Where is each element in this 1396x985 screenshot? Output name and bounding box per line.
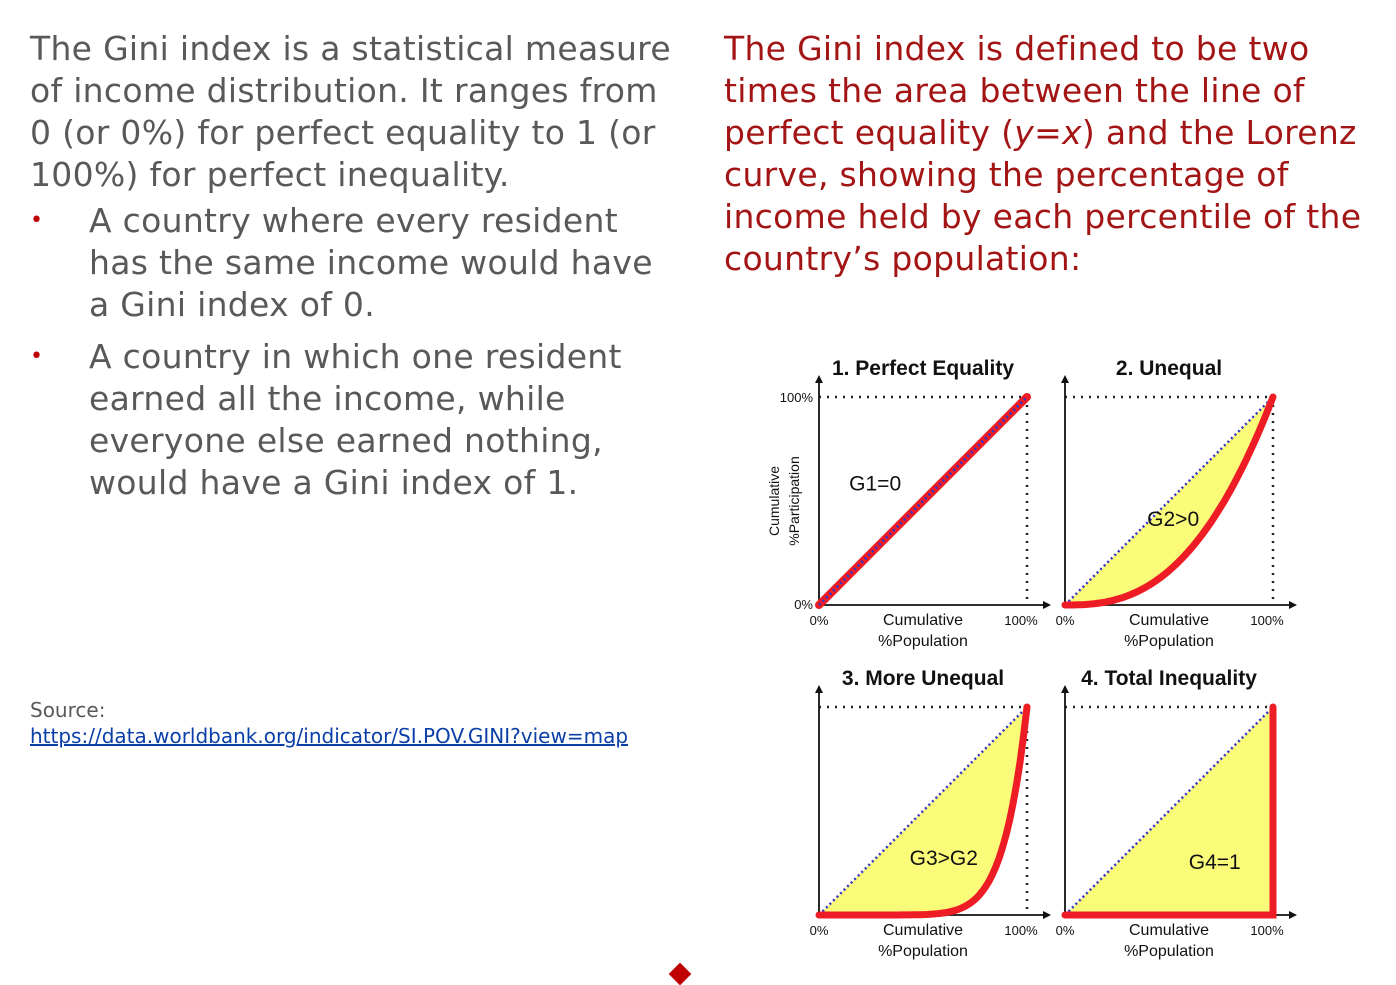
equality-line: [1064, 706, 1274, 916]
equality-line: [1064, 396, 1274, 606]
source-link[interactable]: https://data.worldbank.org/indicator/SI.…: [30, 724, 629, 748]
definition-text-end: ) and the Lorenz curve, showing the perc…: [724, 113, 1362, 278]
x-axis-label: Cumulative: [883, 612, 963, 629]
x-tick-hundred: 100%: [1004, 923, 1038, 938]
lorenz-curve: [1061, 703, 1277, 919]
x-axis-label: %Population: [1124, 943, 1214, 960]
y-axis-arrow-icon: [1061, 375, 1069, 383]
variable-x: x: [1062, 113, 1082, 152]
equals-sign: =: [1034, 113, 1063, 152]
x-tick-zero: 0%: [1056, 613, 1075, 628]
gini-value-label: G2>0: [1147, 508, 1199, 531]
y-axis-arrow-icon: [1061, 685, 1069, 693]
y-axis-label: Cumulative: [766, 466, 782, 536]
x-tick-hundred: 100%: [1250, 613, 1284, 628]
y-axis-arrow-icon: [815, 375, 823, 383]
panel-title: 4. Total Inequality: [1081, 667, 1257, 690]
x-axis-label: Cumulative: [1129, 922, 1209, 939]
x-axis-label: Cumulative: [1129, 612, 1209, 629]
source-label: Source:: [30, 698, 106, 722]
lorenz-curve-panels: 1. Perfect Equality G1=0 0% 100% Cumulative%…: [766, 357, 1297, 960]
bullet-list: • A country where every resident has the…: [30, 200, 680, 504]
equality-line: [817, 395, 1029, 607]
x-axis-label: %Population: [1124, 633, 1214, 650]
gini-value-label: G3>G2: [910, 847, 978, 870]
x-axis-label: Cumulative: [883, 922, 963, 939]
equality-line: [818, 706, 1028, 916]
x-axis-arrow-icon: [1043, 911, 1051, 919]
bullet-dot-icon: •: [30, 344, 44, 369]
y-tick-hundred: 100%: [780, 390, 814, 405]
x-tick-zero: 0%: [1056, 923, 1075, 938]
x-tick-zero: 0%: [810, 923, 829, 938]
gini-value-label: G4=1: [1189, 851, 1241, 874]
variable-y: y: [1014, 113, 1035, 152]
y-axis-label: %Participation: [786, 456, 802, 546]
gini-figure: 1. Perfect Equality G1=0 0% 100% Cumulative%…: [755, 335, 1315, 980]
lorenz-curve: [815, 703, 1031, 919]
x-axis-arrow-icon: [1289, 911, 1297, 919]
bullet-text: A country in which one resident earned a…: [89, 337, 622, 502]
panel-title: 3. More Unequal: [842, 667, 1004, 690]
x-tick-zero: 0%: [810, 613, 829, 628]
left-column: The Gini index is a statistical measure …: [30, 28, 680, 514]
bullet-text: A country where every resident has the s…: [89, 201, 653, 324]
panel-title: 2. Unequal: [1116, 357, 1222, 380]
bullet-item: • A country in which one resident earned…: [30, 336, 680, 504]
y-tick-zero: 0%: [794, 597, 813, 612]
source-note: Source: https://data.worldbank.org/indic…: [30, 697, 630, 749]
x-tick-hundred: 100%: [1004, 613, 1038, 628]
x-tick-hundred: 100%: [1250, 923, 1284, 938]
definition-paragraph: The Gini index is defined to be two time…: [724, 28, 1394, 280]
bullet-item: • A country where every resident has the…: [30, 200, 680, 326]
x-axis-label: %Population: [878, 633, 968, 650]
slide-edge-mark-icon: [668, 962, 692, 985]
x-axis-label: %Population: [878, 943, 968, 960]
gini-value-label: G1=0: [849, 473, 901, 496]
definition-text-start: The Gini index is defined to be two time…: [724, 29, 1310, 152]
x-axis-arrow-icon: [1043, 601, 1051, 609]
x-axis-arrow-icon: [1289, 601, 1297, 609]
lorenz-curve: [1061, 393, 1277, 609]
bullet-dot-icon: •: [30, 208, 44, 233]
intro-paragraph: The Gini index is a statistical measure …: [30, 29, 671, 194]
y-axis-arrow-icon: [815, 685, 823, 693]
panel-title: 1. Perfect Equality: [832, 357, 1014, 380]
